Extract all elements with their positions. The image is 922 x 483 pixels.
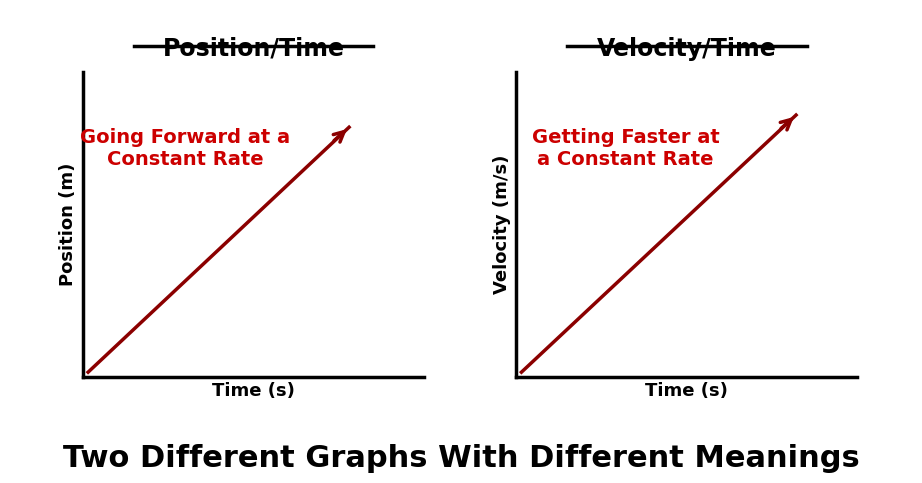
Y-axis label: Velocity (m/s): Velocity (m/s) [492,155,511,294]
Text: Two Different Graphs With Different Meanings: Two Different Graphs With Different Mean… [63,444,859,473]
Text: Getting Faster at
a Constant Rate: Getting Faster at a Constant Rate [532,128,719,169]
X-axis label: Time (s): Time (s) [212,383,295,400]
Title: Position/Time: Position/Time [162,37,345,61]
Title: Velocity/Time: Velocity/Time [597,37,776,61]
Y-axis label: Position (m): Position (m) [59,163,77,286]
X-axis label: Time (s): Time (s) [645,383,728,400]
Text: Going Forward at a
Constant Rate: Going Forward at a Constant Rate [80,128,290,169]
